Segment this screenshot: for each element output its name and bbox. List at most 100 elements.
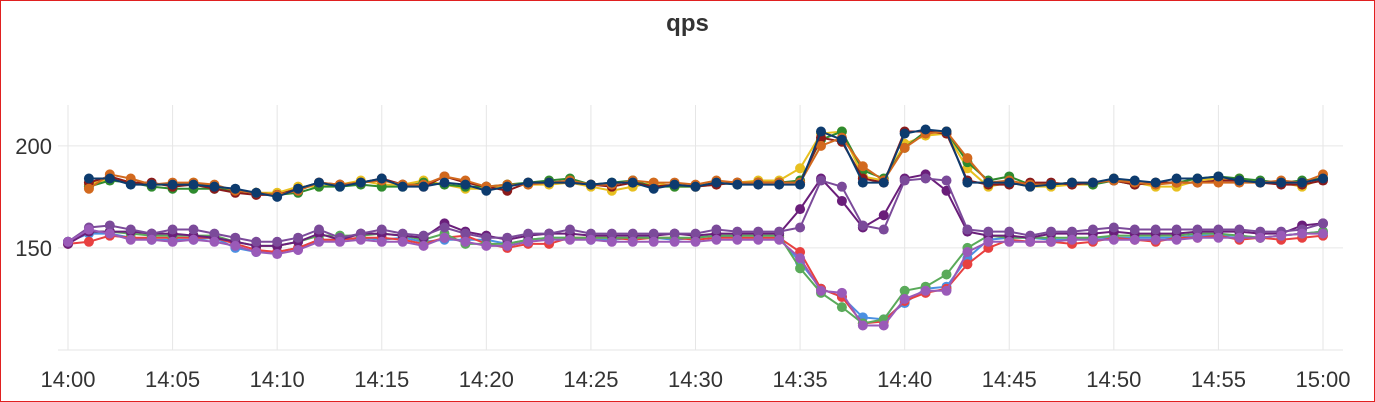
data-point: [732, 226, 743, 237]
data-point: [1004, 177, 1015, 188]
data-point: [63, 236, 73, 247]
y-tick-label: 150: [15, 236, 52, 261]
data-point: [669, 228, 680, 239]
data-point: [565, 224, 575, 235]
data-point: [272, 191, 283, 202]
data-point: [1276, 230, 1287, 241]
x-tick-label: 14:50: [1086, 367, 1141, 392]
data-point: [899, 175, 910, 186]
data-point: [209, 228, 220, 239]
data-point: [711, 224, 722, 235]
data-point: [962, 177, 973, 188]
data-point: [544, 234, 555, 245]
data-point: [690, 181, 701, 192]
data-point: [334, 236, 345, 247]
data-point: [125, 179, 136, 190]
data-point: [167, 236, 178, 247]
data-point: [878, 224, 889, 235]
data-point: [774, 234, 785, 245]
data-point: [355, 177, 366, 188]
data-point: [836, 195, 847, 206]
data-point: [732, 179, 743, 190]
data-point: [1129, 234, 1140, 245]
x-tick-label: 14:45: [982, 367, 1037, 392]
data-point: [1234, 224, 1245, 235]
data-point: [795, 253, 806, 264]
x-tick-label: 14:05: [145, 367, 200, 392]
x-tick-label: 15:00: [1295, 367, 1350, 392]
data-point: [1150, 224, 1161, 235]
data-point: [669, 179, 680, 190]
x-tick-label: 14:40: [877, 367, 932, 392]
data-point: [1171, 234, 1182, 245]
data-point: [334, 181, 345, 192]
data-point: [606, 177, 617, 188]
data-point: [397, 236, 408, 247]
data-point: [565, 177, 575, 188]
data-point: [1318, 218, 1328, 229]
data-point: [606, 228, 617, 239]
data-point: [962, 153, 973, 164]
data-point: [167, 224, 178, 235]
data-point: [83, 173, 94, 184]
data-point: [627, 228, 638, 239]
x-tick-label: 14:55: [1191, 367, 1246, 392]
data-point: [1087, 177, 1098, 188]
data-point: [293, 183, 304, 194]
data-point: [899, 142, 910, 153]
data-point: [836, 134, 847, 145]
data-point: [795, 204, 806, 215]
data-point: [376, 224, 387, 235]
data-point: [188, 179, 199, 190]
data-point: [899, 285, 910, 296]
data-point: [439, 177, 450, 188]
data-point: [1171, 173, 1182, 184]
data-point: [1213, 224, 1224, 235]
data-point: [1276, 177, 1287, 188]
data-point: [899, 293, 910, 304]
data-point: [669, 236, 680, 247]
data-point: [376, 236, 387, 247]
data-point: [439, 222, 450, 233]
x-tick-label: 14:25: [563, 367, 618, 392]
data-point: [397, 228, 408, 239]
data-point: [314, 236, 324, 247]
data-point: [1192, 224, 1203, 235]
data-point: [314, 177, 324, 188]
data-point: [481, 232, 492, 243]
data-point: [753, 234, 764, 245]
data-point: [293, 244, 304, 255]
data-point: [836, 287, 847, 298]
data-point: [83, 224, 94, 235]
data-point: [1108, 234, 1119, 245]
x-tick-label: 14:15: [354, 367, 409, 392]
data-point: [816, 140, 826, 151]
series-5: [83, 124, 1328, 202]
data-point: [146, 179, 157, 190]
data-point: [878, 320, 889, 331]
data-point: [460, 228, 471, 239]
data-point: [941, 175, 952, 186]
data-point: [753, 179, 764, 190]
series-3: [83, 126, 1328, 200]
data-point: [585, 179, 596, 190]
data-point: [836, 302, 847, 313]
data-point: [188, 224, 199, 235]
data-point: [648, 236, 659, 247]
data-point: [1192, 232, 1203, 243]
data-point: [983, 226, 994, 237]
data-point: [648, 183, 659, 194]
data-point: [376, 173, 387, 184]
data-point: [523, 228, 534, 239]
data-point: [1318, 173, 1328, 184]
data-point: [439, 232, 450, 243]
data-point: [774, 179, 785, 190]
x-tick-label: 14:35: [773, 367, 828, 392]
data-point: [565, 234, 575, 245]
data-point: [857, 177, 868, 188]
data-point: [1318, 228, 1328, 239]
data-point: [627, 177, 638, 188]
data-point: [523, 236, 534, 247]
data-point: [941, 269, 952, 280]
data-point: [1234, 232, 1245, 243]
